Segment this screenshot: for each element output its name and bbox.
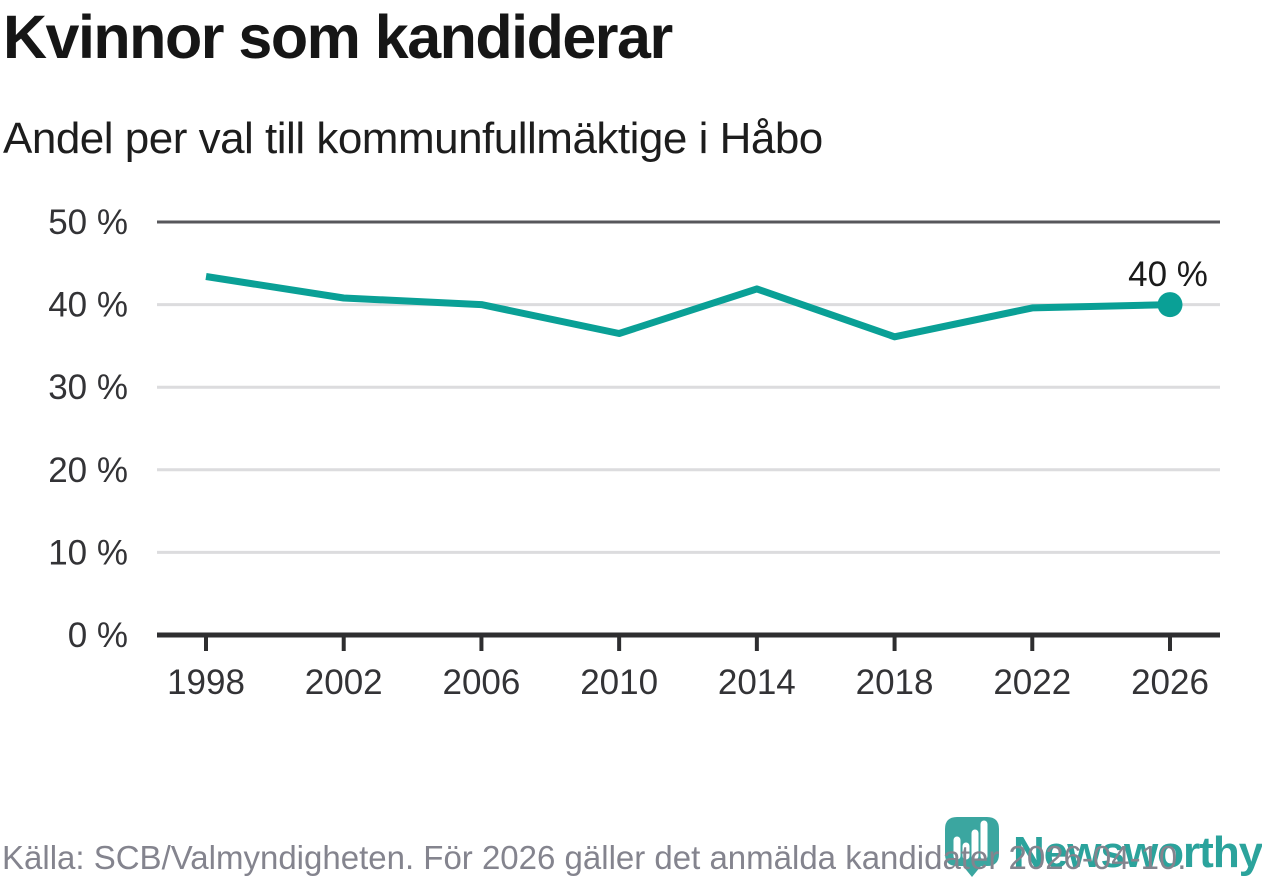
newsworthy-logo: Newsworthy (943, 816, 1262, 879)
end-point-label: 40 % (1128, 255, 1208, 294)
page-subtitle: Andel per val till kommunfullmäktige i H… (3, 114, 823, 163)
x-axis-labels: 1998 2002 2006 2010 2014 2018 2022 2026 (167, 663, 1209, 702)
x-axis-label: 2026 (1131, 663, 1209, 702)
x-axis-label: 2006 (442, 663, 520, 702)
x-axis-label: 2010 (580, 663, 658, 702)
x-axis-label: 2018 (856, 663, 934, 702)
y-axis-label: 30 % (48, 368, 128, 407)
y-axis-label: 50 % (48, 203, 128, 242)
end-point-marker (1157, 292, 1183, 318)
newsworthy-bubble-chart-icon (945, 817, 999, 877)
y-axis-label: 10 % (48, 533, 128, 572)
source-note: Källa: SCB/Valmyndigheten. För 2026 gäll… (2, 839, 1187, 876)
y-axis-label: 0 % (68, 616, 128, 655)
x-axis (157, 632, 1220, 651)
x-axis-label: 2014 (718, 663, 796, 702)
y-axis-labels: 0 % 10 % 20 % 30 % 40 % 50 % (48, 203, 128, 655)
y-axis-label: 40 % (48, 286, 128, 325)
data-line (205, 273, 1171, 341)
gridlines (157, 220, 1220, 554)
page-title: Kvinnor som kandiderar (3, 3, 673, 71)
newsworthy-wordmark: Newsworthy (1013, 828, 1262, 877)
x-axis-label: 2002 (305, 663, 383, 702)
x-axis-label: 1998 (167, 663, 245, 702)
y-axis-label: 20 % (48, 451, 128, 490)
x-axis-label: 2022 (993, 663, 1071, 702)
